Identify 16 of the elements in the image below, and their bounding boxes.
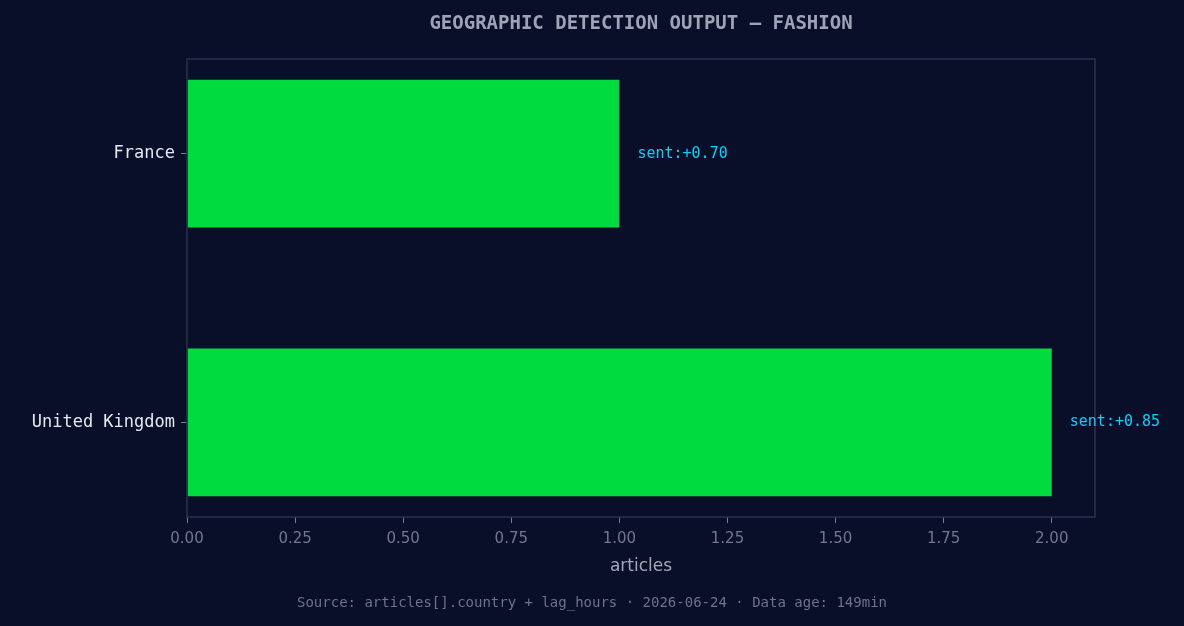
y-tick-label: United Kingdom [31,410,175,431]
x-tick-label: 1.50 [818,528,853,547]
x-tick-label: 0.75 [494,528,528,547]
y-tick-label: France [113,142,175,163]
x-tick-label: 1.75 [926,528,961,547]
annotation: sent:+0.70 [637,143,728,162]
x-tick-label: 1.25 [710,528,745,547]
x-tick-label: 2.00 [1035,528,1069,547]
x-tick-label: 1.00 [602,528,637,547]
x-tick-label: 0.00 [170,528,204,547]
annotation: sent:+0.85 [1069,412,1161,431]
chart-title: GEOGRAPHIC DETECTION OUTPUT — FASHION [429,10,853,33]
x-tick-label: 0.50 [386,528,420,547]
x-axis-title: articles [609,555,673,576]
source-note: Source: articles[].country + lag_hours · 2026-06-24 · Data age: 149min [296,593,888,611]
x-tick-label: 0.25 [278,528,312,547]
